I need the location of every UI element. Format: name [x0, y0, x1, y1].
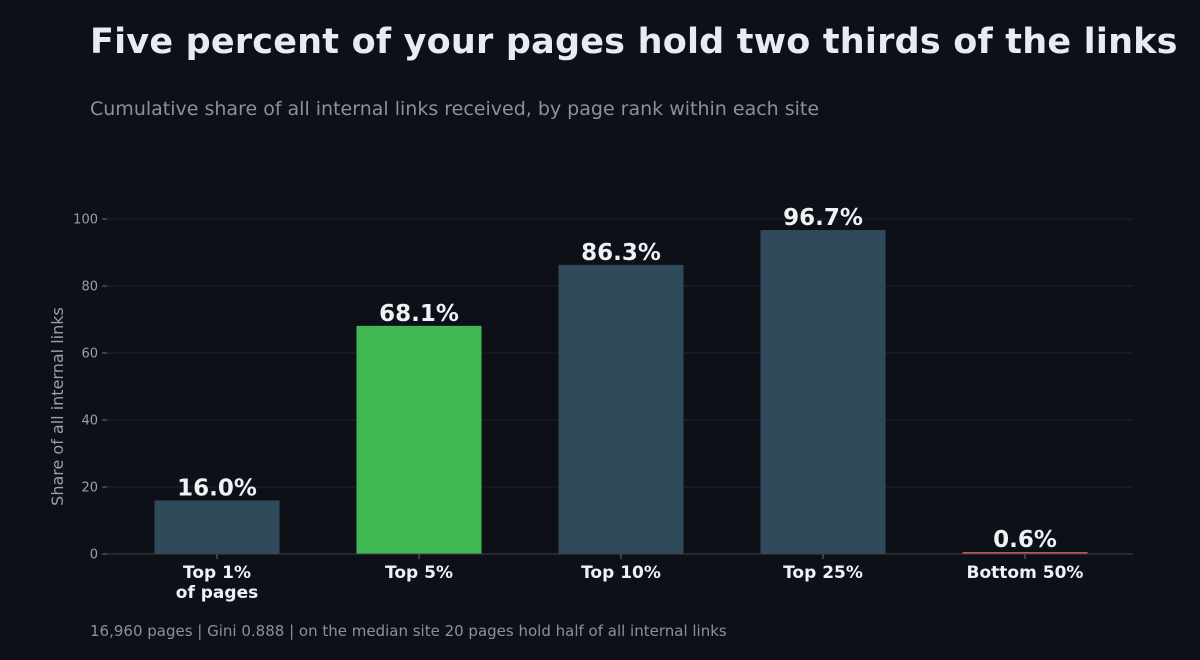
value-labels: 16.0% 68.1% 86.3% 96.7% 0.6%	[177, 205, 1057, 553]
bar	[558, 264, 684, 554]
chart-footer: 16,960 pages | Gini 0.888 | on the media…	[90, 622, 727, 640]
y-tick-label: 0	[90, 548, 98, 563]
bar-value-label: 16.0%	[177, 475, 257, 501]
x-tick-label: Top 5%	[385, 563, 453, 583]
bar	[760, 230, 886, 554]
bar-value-label: 0.6%	[993, 527, 1057, 553]
chart-subtitle: Cumulative share of all internal links r…	[90, 98, 820, 120]
y-tick-label: 20	[81, 481, 98, 496]
x-tick-label: Top 10%	[581, 563, 661, 583]
y-tick-label: 60	[81, 347, 98, 362]
y-tick-label: 100	[73, 213, 98, 228]
y-axis-title: Share of all internal links	[48, 307, 67, 506]
bar-value-label: 68.1%	[379, 301, 459, 327]
bar	[356, 325, 482, 554]
y-tick-label: 80	[81, 280, 98, 295]
axes: 0 20 40 60 80 100 Top 1% of pages Top 5% Top 10% T…	[73, 213, 1133, 603]
bar	[154, 500, 280, 554]
chart-title: Five percent of your pages hold two thir…	[90, 22, 1178, 62]
x-tick-label: Top 25%	[783, 563, 863, 583]
x-tick-label: Bottom 50%	[967, 563, 1084, 583]
y-tick-label: 40	[81, 414, 98, 429]
bar-value-label: 96.7%	[783, 205, 863, 231]
bar	[962, 551, 1088, 554]
x-tick-label: Top 1% of pages	[176, 563, 258, 603]
bar-value-label: 86.3%	[581, 240, 661, 266]
bars	[154, 230, 1088, 554]
